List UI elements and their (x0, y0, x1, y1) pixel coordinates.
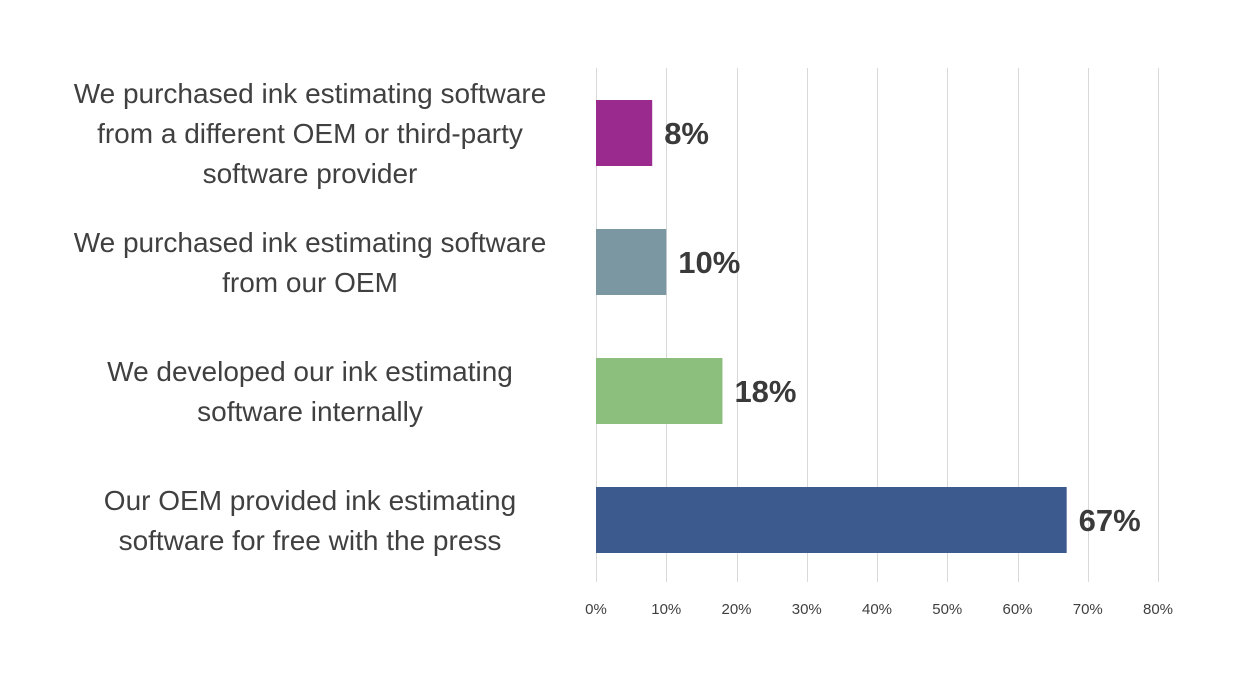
category-label: software internally (197, 396, 423, 427)
bar (596, 100, 653, 166)
category-label: from a different OEM or third-party (97, 118, 523, 149)
x-tick-label: 30% (792, 601, 822, 618)
category-label: We developed our ink estimating (107, 356, 513, 387)
category-label: software provider (203, 158, 418, 189)
data-label: 67% (1079, 503, 1141, 538)
x-tick-label: 50% (932, 601, 962, 618)
category-label: Our OEM provided ink estimating (104, 485, 516, 516)
data-label: 8% (664, 116, 709, 151)
data-label: 18% (734, 374, 796, 409)
x-tick-label: 40% (862, 601, 892, 618)
category-label: We purchased ink estimating software (74, 227, 547, 258)
bar (596, 487, 1067, 553)
x-tick-label: 60% (1002, 601, 1032, 618)
x-tick-label: 10% (651, 601, 681, 618)
category-label: software for free with the press (119, 525, 502, 556)
x-tick-label: 80% (1143, 601, 1173, 618)
data-label: 10% (678, 245, 740, 280)
x-axis-tick-labels: 0% 10% 20% 30% 40% 50% 60% 70% 80% (585, 601, 1173, 618)
gridlines (596, 68, 1159, 582)
x-tick-label: 20% (721, 601, 751, 618)
x-tick-label: 0% (585, 601, 607, 618)
x-tick-label: 70% (1073, 601, 1103, 618)
bar (596, 358, 723, 424)
category-label: We purchased ink estimating software (74, 78, 547, 109)
bar (596, 229, 667, 295)
bars (596, 100, 1067, 553)
category-labels: We purchased ink estimating software from… (74, 78, 547, 556)
category-label: from our OEM (222, 267, 398, 298)
data-labels: 8% 10% 18% 67% (664, 116, 1141, 538)
